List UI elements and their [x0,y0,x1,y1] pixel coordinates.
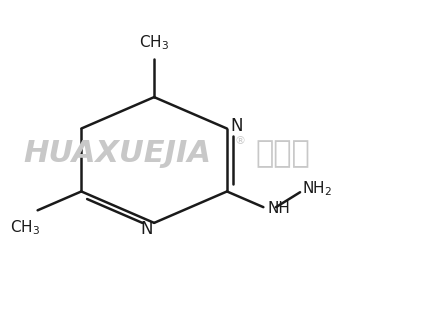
Text: NH$_2$: NH$_2$ [302,180,332,198]
Text: ®: ® [234,136,245,146]
Text: NH: NH [268,201,291,216]
Text: CH$_3$: CH$_3$ [139,33,169,52]
Text: N: N [140,220,153,237]
Text: N: N [230,117,242,135]
Text: 化学加: 化学加 [255,139,310,168]
Text: CH$_3$: CH$_3$ [10,218,40,237]
Text: HUAXUEJIA: HUAXUEJIA [24,139,212,168]
